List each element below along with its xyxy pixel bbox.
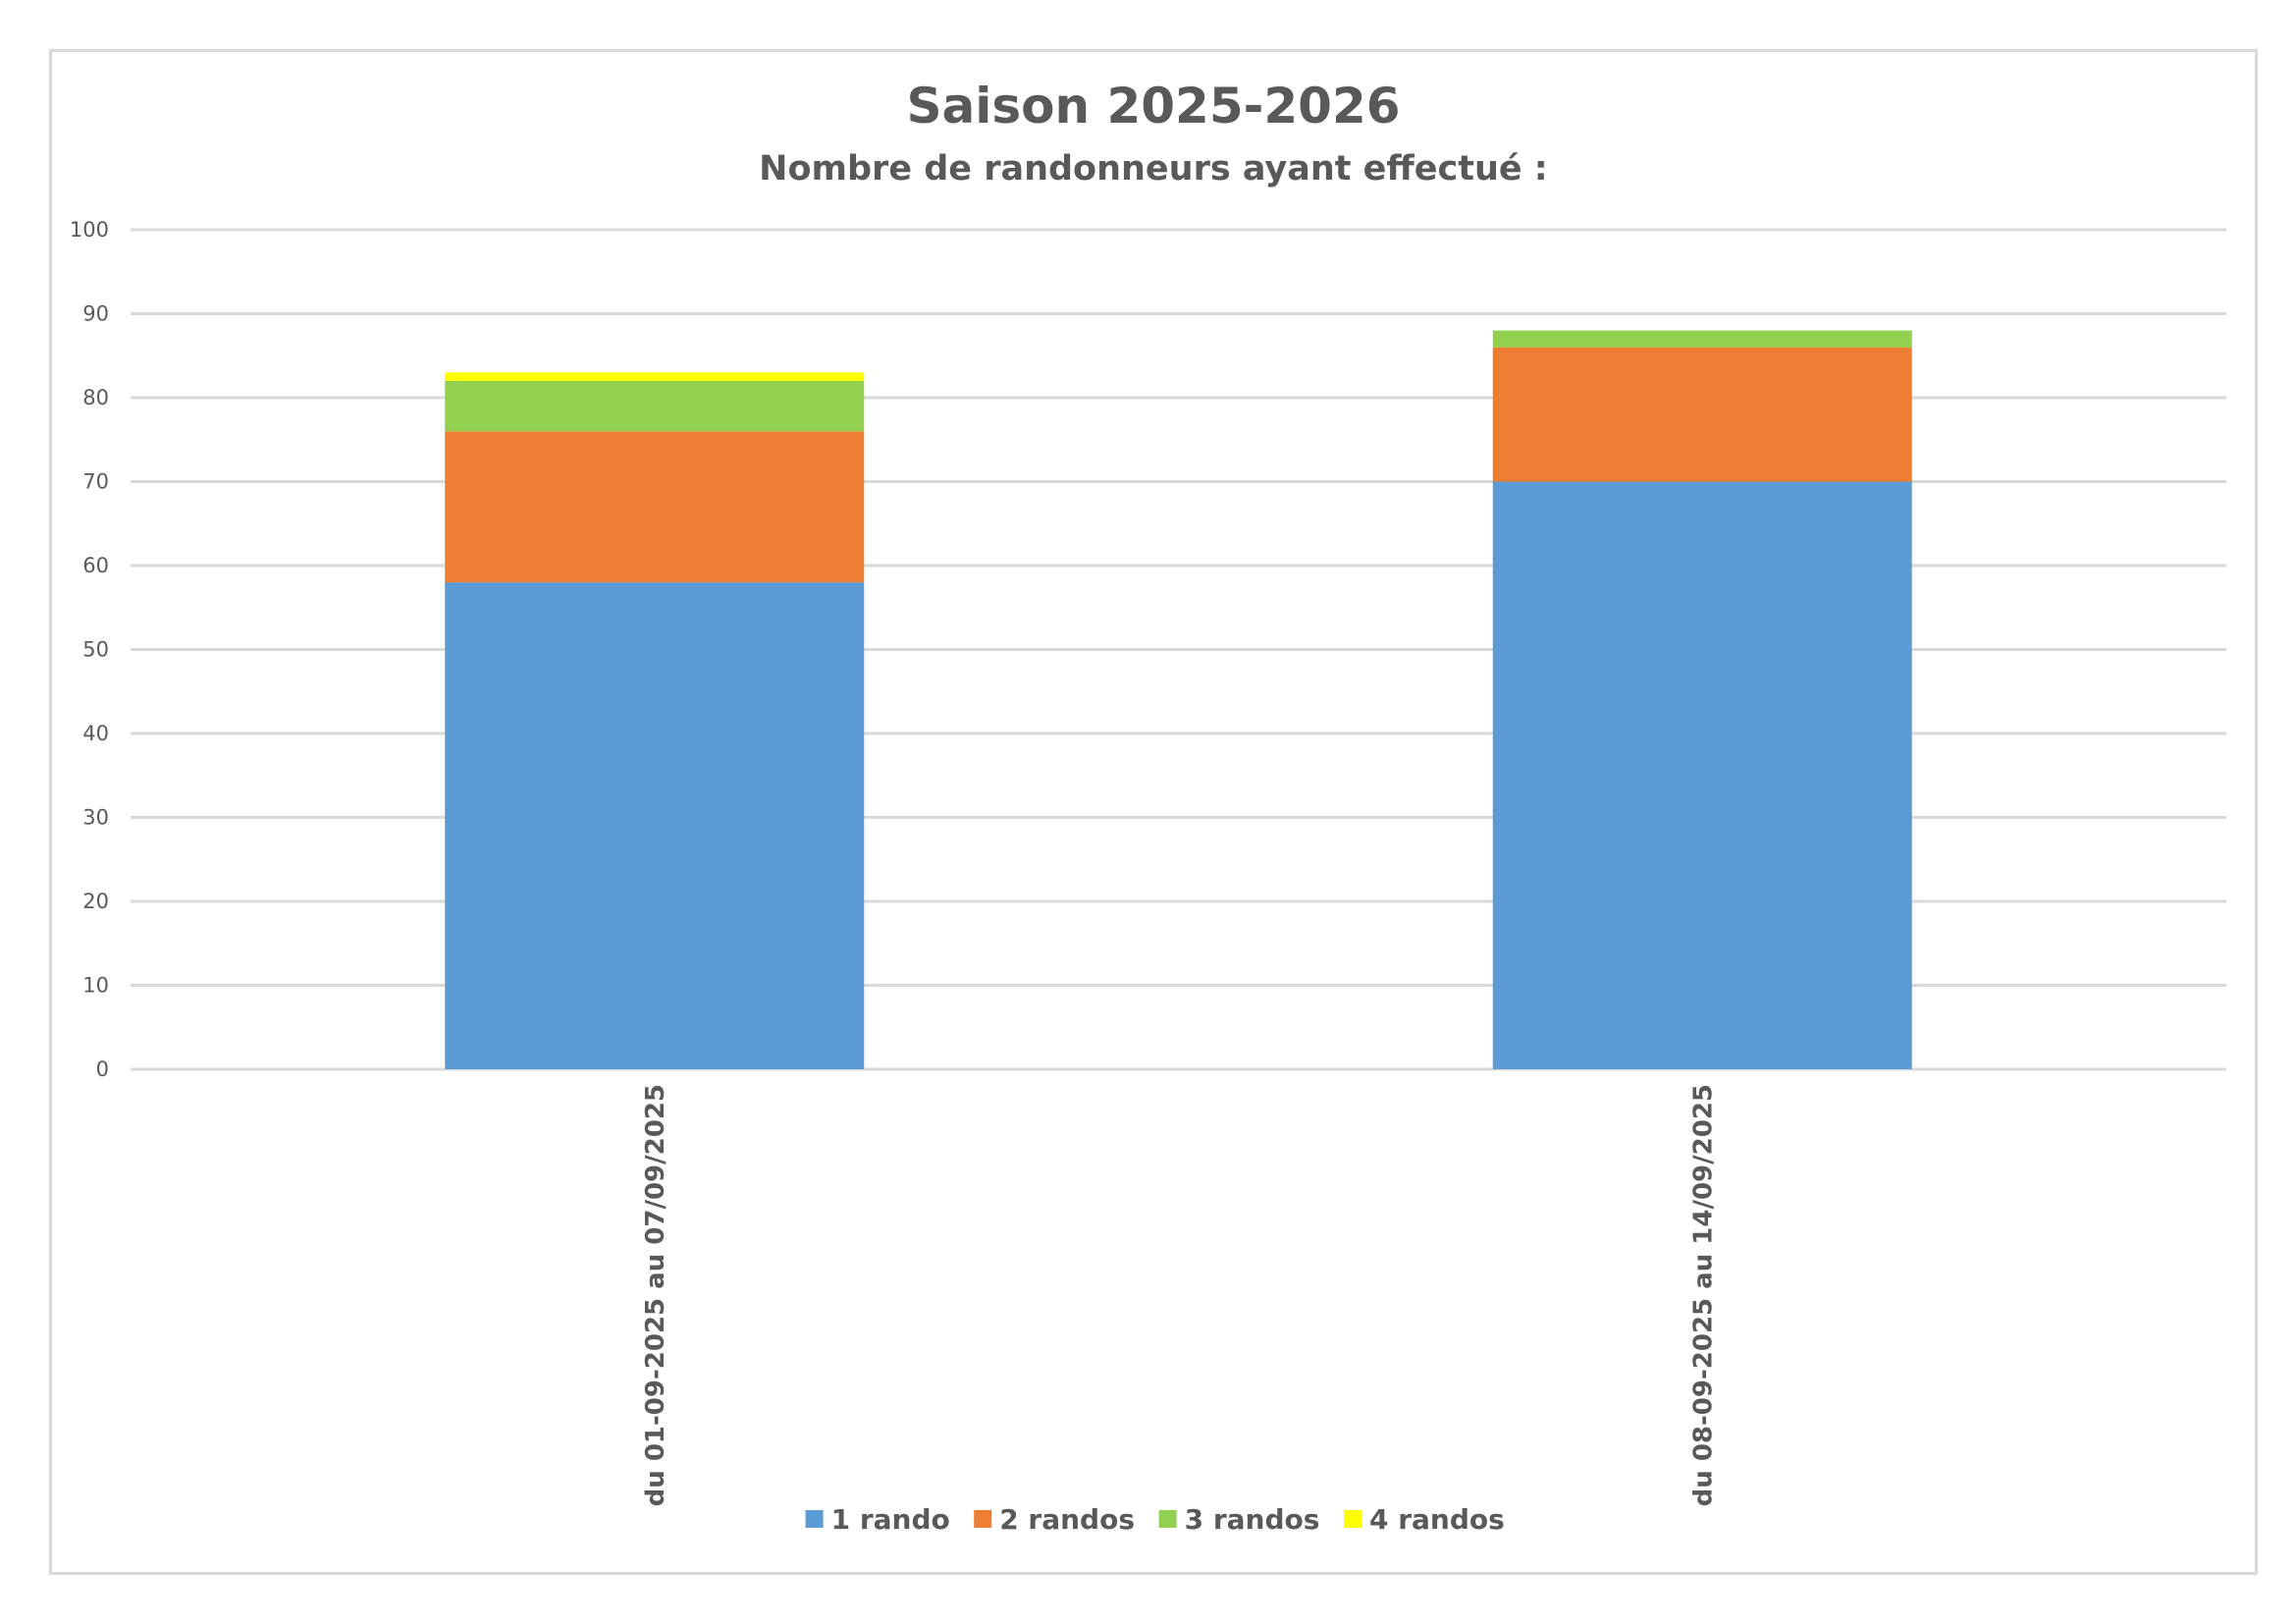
x-category-label: du 08-09-2025 au 14/09/2025: [1688, 1084, 1718, 1506]
legend-swatch: [974, 1510, 992, 1528]
y-tick-label: 80: [82, 386, 109, 409]
legend-swatch: [805, 1510, 824, 1528]
y-tick-label: 30: [82, 806, 109, 830]
legend-label: 4 randos: [1369, 1503, 1505, 1536]
bar-segment: [445, 372, 865, 381]
y-tick-label: 0: [96, 1057, 109, 1081]
legend-swatch: [1158, 1510, 1177, 1528]
x-category-label: du 01-09-2025 au 07/09/2025: [641, 1084, 670, 1506]
bar-segment: [445, 380, 865, 432]
y-tick-label: 40: [82, 722, 109, 745]
bar-segment: [1492, 347, 1912, 482]
bar-segment: [445, 431, 865, 583]
y-tick-label: 10: [82, 974, 109, 998]
chart-title: Saison 2025-2026: [906, 78, 1400, 135]
legend: 1 rando 2 randos 3 randos 4 randos: [805, 1503, 1505, 1536]
y-axis-ticks: 0 10 20 30 40 50 60 70 80 90 100: [70, 218, 109, 1081]
y-tick-label: 60: [82, 554, 109, 577]
y-tick-label: 50: [82, 638, 109, 662]
y-tick-label: 20: [82, 890, 109, 913]
legend-label: 2 randos: [999, 1503, 1135, 1536]
bar-segment: [445, 582, 865, 1069]
chart-subtitle: Nombre de randonneurs ayant effectué :: [759, 149, 1548, 189]
stacked-bar-chart: Saison 2025-2026 Nombre de randonneurs a…: [70, 78, 2226, 1536]
bar-segment: [1492, 481, 1912, 1069]
legend-label: 1 rando: [831, 1503, 950, 1536]
bars: [445, 330, 1912, 1069]
y-tick-label: 100: [70, 218, 109, 242]
legend-swatch: [1344, 1510, 1362, 1528]
legend-label: 3 randos: [1185, 1503, 1320, 1536]
x-axis-labels: du 01-09-2025 au 07/09/2025 du 08-09-2025…: [641, 1084, 1719, 1506]
bar-segment: [1492, 330, 1912, 348]
y-tick-label: 70: [82, 470, 109, 494]
chart-frame: Saison 2025-2026 Nombre de randonneurs a…: [49, 49, 2258, 1575]
y-tick-label: 90: [82, 302, 109, 326]
